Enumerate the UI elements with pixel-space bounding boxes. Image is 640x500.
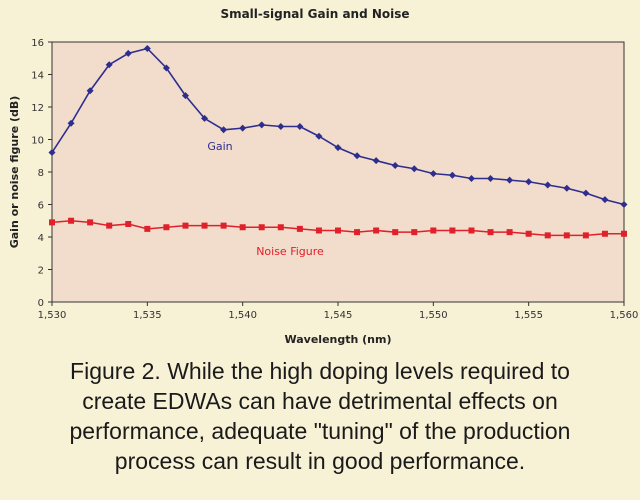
caption-line: create EDWAs can have detrimental effect…	[82, 388, 558, 414]
data-point-noise-figure	[430, 227, 437, 234]
data-point-noise-figure	[449, 227, 456, 234]
x-tick-label: 1,550	[419, 310, 448, 321]
data-point-noise-figure	[87, 219, 94, 226]
data-point-gain	[124, 49, 132, 57]
data-point-gain	[448, 171, 456, 179]
data-point-noise-figure	[525, 230, 532, 237]
y-tick-label: 8	[38, 168, 44, 179]
data-point-noise-figure	[468, 227, 475, 234]
data-point-gain	[372, 157, 380, 165]
data-point-gain	[353, 152, 361, 160]
y-tick-label: 12	[31, 103, 44, 114]
data-point-gain	[620, 201, 628, 208]
plot-area	[51, 41, 625, 303]
x-tick-label: 1,555	[514, 310, 543, 321]
axes: 1,530 1,535 1,540 1,545 1,550 1,555 1,560 0 2 4 6 8…	[31, 38, 638, 321]
data-point-gain	[429, 170, 437, 178]
data-point-gain	[487, 175, 495, 182]
y-axis-title: Gain or noise figure (dB)	[8, 96, 21, 249]
y-tick-label: 2	[38, 266, 44, 277]
y-tick-label: 6	[38, 201, 44, 212]
data-point-gain	[67, 119, 75, 127]
data-point-gain	[315, 132, 323, 140]
data-point-gain	[525, 178, 533, 186]
caption-line: Figure 2. While the high doping levels r…	[70, 358, 570, 384]
data-point-noise-figure	[373, 227, 380, 234]
data-point-noise-figure	[601, 230, 608, 237]
data-point-gain	[162, 64, 170, 72]
caption-line: process can result in good performance.	[114, 448, 526, 474]
series-layer	[48, 45, 628, 239]
data-point-noise-figure	[258, 224, 265, 231]
data-point-gain	[48, 149, 56, 156]
data-point-gain	[296, 123, 304, 130]
data-point-gain	[86, 87, 94, 95]
data-point-noise-figure	[68, 217, 75, 224]
data-point-noise-figure	[506, 229, 513, 236]
data-point-noise-figure	[315, 227, 322, 234]
caption-line: performance, adequate "tuning" of the pr…	[69, 418, 571, 444]
y-tick-label: 16	[31, 38, 44, 49]
chart-title: Small-signal Gain and Noise	[220, 7, 409, 21]
series-label-gain: Gain	[207, 140, 232, 153]
data-point-noise-figure	[239, 224, 246, 231]
x-tick-label: 1,540	[228, 310, 257, 321]
data-point-gain	[601, 196, 609, 204]
data-point-noise-figure	[49, 219, 55, 226]
data-point-gain	[334, 144, 342, 152]
x-tick-label: 1,545	[324, 310, 353, 321]
data-point-gain	[544, 181, 552, 189]
data-point-noise-figure	[354, 229, 361, 236]
y-tick-label: 14	[31, 71, 44, 82]
data-point-noise-figure	[544, 232, 551, 239]
data-point-gain	[239, 124, 247, 132]
data-point-gain	[467, 175, 475, 182]
data-point-noise-figure	[201, 222, 208, 229]
series-label-noise-figure: Noise Figure	[256, 245, 324, 258]
data-point-noise-figure	[621, 230, 627, 237]
data-point-gain	[277, 123, 285, 130]
data-point-noise-figure	[335, 227, 341, 234]
x-tick-label: 1,530	[38, 310, 67, 321]
data-point-noise-figure	[125, 221, 132, 227]
x-axis-title: Wavelength (nm)	[285, 333, 392, 346]
data-point-noise-figure	[163, 224, 170, 231]
data-point-noise-figure	[392, 229, 399, 236]
data-point-noise-figure	[296, 225, 303, 232]
data-point-gain	[220, 126, 228, 134]
data-point-gain	[105, 61, 113, 69]
data-point-noise-figure	[487, 229, 494, 236]
y-tick-label: 4	[38, 233, 44, 244]
data-point-noise-figure	[563, 232, 570, 239]
data-point-noise-figure	[106, 222, 113, 229]
y-tick-label: 10	[31, 136, 44, 147]
data-point-noise-figure	[182, 222, 189, 229]
data-point-noise-figure	[220, 222, 227, 229]
data-point-gain	[181, 92, 189, 100]
x-tick-label: 1,560	[610, 310, 639, 321]
chart: Small-signal Gain and Noise 1,530 1,535 1,…	[8, 7, 638, 346]
data-point-gain	[506, 176, 514, 184]
data-point-gain	[391, 162, 399, 169]
figure-caption: Figure 2. While the high doping levels r…	[0, 356, 640, 476]
data-point-noise-figure	[582, 232, 589, 239]
data-point-noise-figure	[144, 225, 151, 232]
data-point-gain	[258, 121, 266, 129]
y-tick-label: 0	[38, 298, 44, 309]
data-point-noise-figure	[411, 229, 418, 236]
data-point-gain	[410, 165, 418, 173]
data-point-noise-figure	[277, 224, 284, 231]
x-tick-label: 1,535	[133, 310, 162, 321]
data-point-gain	[563, 184, 571, 192]
data-point-gain	[143, 45, 151, 52]
data-point-gain	[582, 189, 590, 197]
data-point-gain	[201, 114, 209, 122]
